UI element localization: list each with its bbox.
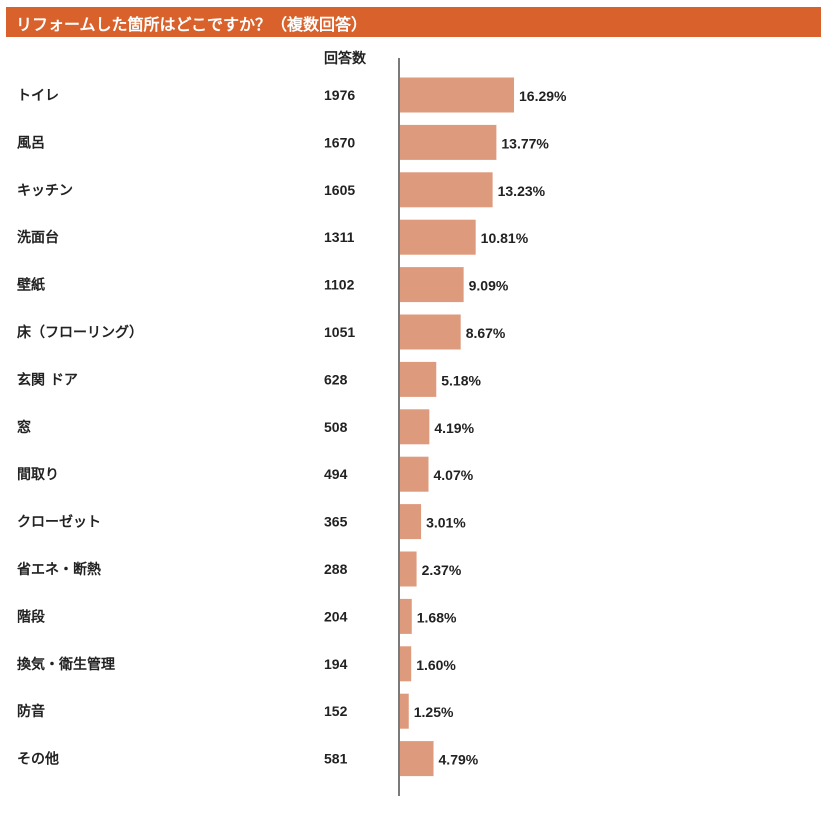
chart-row: 床（フローリング） 1051 8.67% — [17, 314, 506, 350]
bar — [400, 172, 493, 208]
category-label: 洗面台 — [17, 229, 59, 246]
value-label: 1.25% — [414, 704, 454, 720]
category-label: 省エネ・断熱 — [16, 561, 101, 578]
chart-title: リフォームした箇所はどこですか？（複数回答） — [16, 15, 368, 34]
chart-row: 防音 152 1.25% — [17, 693, 454, 729]
chart-row: 窓 508 4.19% — [17, 409, 475, 445]
value-label: 2.37% — [422, 562, 462, 578]
bar — [400, 361, 437, 397]
value-label: 1.68% — [417, 609, 457, 625]
value-label: 16.29% — [519, 88, 567, 104]
value-label: 9.09% — [469, 278, 509, 294]
category-label: 壁紙 — [17, 277, 45, 294]
count-label: 1670 — [324, 134, 355, 150]
count-label: 494 — [324, 466, 348, 482]
chart-row: 洗面台 1311 10.81% — [17, 219, 529, 255]
count-label: 152 — [324, 703, 348, 719]
count-label: 194 — [324, 656, 348, 672]
chart-row: 階段 204 1.68% — [17, 598, 457, 634]
value-label: 1.60% — [416, 657, 456, 673]
value-label: 5.18% — [441, 372, 481, 388]
value-label: 13.23% — [498, 183, 546, 199]
chart-row: 間取り 494 4.07% — [17, 456, 474, 492]
chart-row: トイレ 1976 16.29% — [17, 77, 567, 113]
count-label: 1311 — [324, 229, 355, 245]
bar — [400, 456, 429, 492]
chart-row: その他 581 4.79% — [17, 741, 479, 777]
chart-row: 省エネ・断熱 288 2.37% — [16, 551, 462, 587]
value-label: 13.77% — [501, 135, 549, 151]
bar — [400, 267, 464, 303]
category-label: 換気・衛生管理 — [17, 656, 115, 673]
bar — [400, 598, 412, 634]
bar — [400, 409, 430, 445]
chart-row: 壁紙 1102 9.09% — [17, 267, 509, 303]
count-column-header: 回答数 — [324, 51, 366, 67]
category-label: その他 — [17, 751, 59, 768]
bar — [400, 124, 497, 160]
value-label: 4.19% — [434, 420, 474, 436]
count-label: 628 — [324, 371, 348, 387]
category-label: 玄関 ドア — [17, 371, 78, 388]
bar — [400, 551, 417, 587]
category-label: トイレ — [17, 88, 59, 104]
value-label: 4.79% — [439, 752, 479, 768]
category-label: クローゼット — [17, 514, 101, 531]
bar — [400, 219, 476, 255]
count-label: 288 — [324, 561, 348, 577]
value-label: 4.07% — [433, 467, 473, 483]
chart-row: クローゼット 365 3.01% — [17, 504, 466, 540]
bar — [400, 646, 412, 682]
count-label: 1051 — [324, 324, 355, 340]
category-label: 階段 — [17, 608, 45, 625]
bar — [400, 741, 434, 777]
category-label: キッチン — [17, 183, 73, 199]
bar — [400, 693, 409, 729]
chart-row: 玄関 ドア 628 5.18% — [17, 361, 482, 397]
bar — [400, 314, 461, 350]
count-label: 1976 — [324, 87, 355, 103]
count-label: 204 — [324, 608, 348, 624]
chart-row: 風呂 1670 13.77% — [17, 124, 549, 160]
count-label: 1102 — [324, 277, 355, 293]
count-label: 365 — [324, 514, 348, 530]
title-bar: リフォームした箇所はどこですか？（複数回答） — [6, 7, 821, 37]
count-label: 581 — [324, 751, 348, 767]
count-label: 508 — [324, 419, 348, 435]
chart-row: キッチン 1605 13.23% — [17, 172, 546, 208]
category-label: 防音 — [17, 703, 45, 720]
count-label: 1605 — [324, 182, 355, 198]
value-label: 8.67% — [466, 325, 506, 341]
value-label: 3.01% — [426, 515, 466, 531]
bar — [400, 77, 515, 113]
bar — [400, 504, 422, 540]
category-label: 間取り — [17, 467, 59, 483]
value-label: 10.81% — [481, 230, 529, 246]
chart-row: 換気・衛生管理 194 1.60% — [17, 646, 456, 682]
category-label: 風呂 — [17, 135, 45, 151]
chart-rows: トイレ 1976 16.29% 風呂 1670 13.77% キッチン 1605 13.23% 洗… — [16, 77, 567, 777]
category-label: 床（フローリング） — [17, 324, 143, 341]
category-label: 窓 — [17, 419, 31, 436]
